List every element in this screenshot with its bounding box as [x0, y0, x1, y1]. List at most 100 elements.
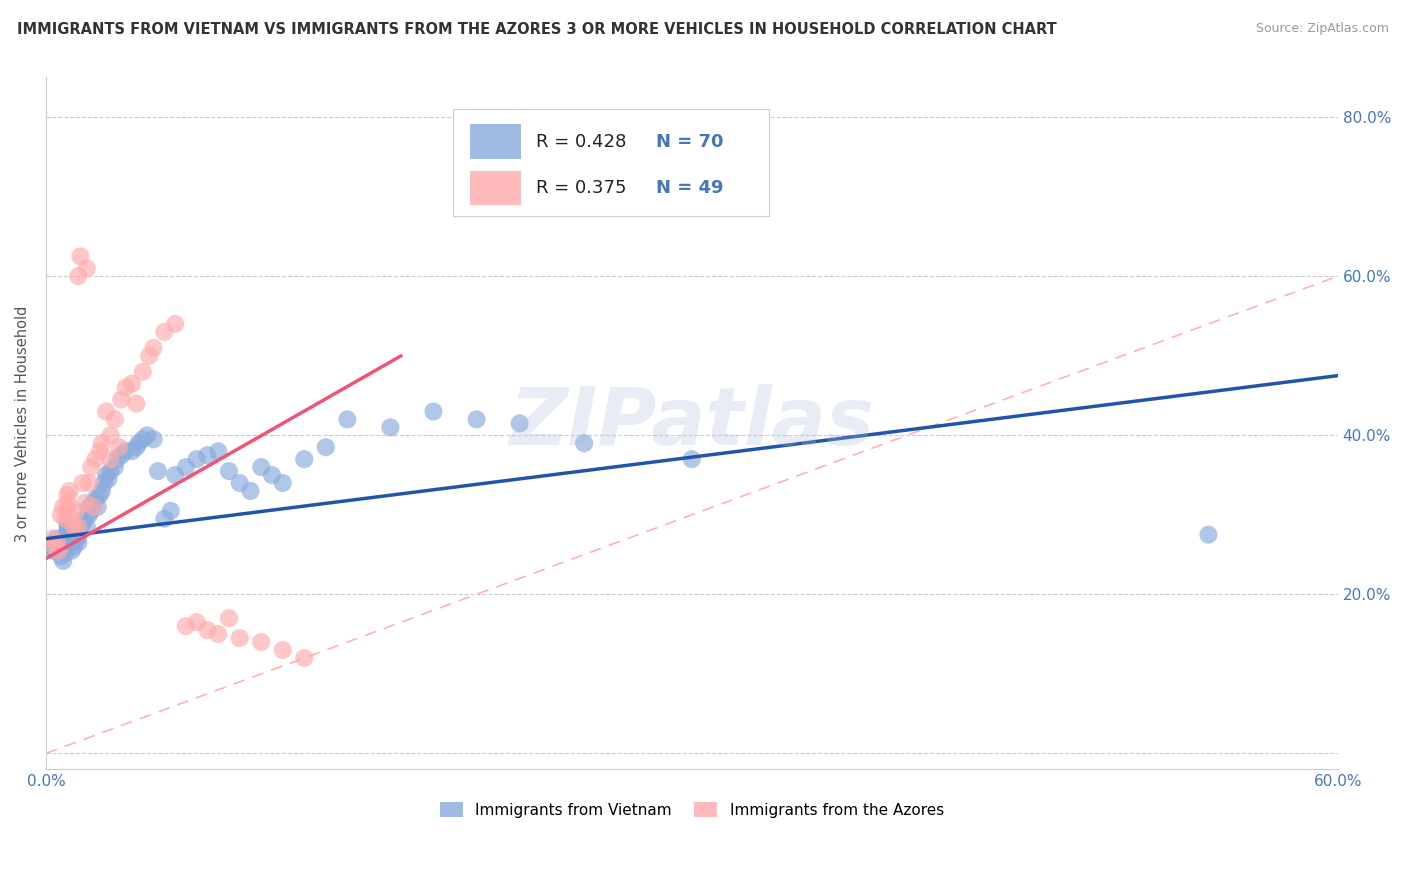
Point — [56, 524, 79, 538]
Point — [44, 535, 66, 549]
Point — [110, 392, 132, 407]
Text: N = 70: N = 70 — [655, 133, 723, 151]
Point — [53, 546, 76, 560]
Point — [84, 452, 107, 467]
Point — [67, 520, 90, 534]
Point — [128, 436, 150, 450]
Point — [146, 464, 169, 478]
Point — [132, 432, 155, 446]
Point — [422, 404, 444, 418]
Point — [125, 440, 148, 454]
Point — [142, 341, 165, 355]
Point — [41, 532, 63, 546]
Point — [93, 475, 115, 490]
Point — [165, 468, 187, 483]
Point — [100, 464, 122, 478]
Point — [228, 475, 250, 490]
Point — [69, 249, 91, 263]
Point — [72, 516, 94, 530]
Point — [45, 535, 67, 549]
Point — [114, 381, 136, 395]
Point — [76, 520, 98, 534]
Point — [207, 444, 229, 458]
Point — [271, 475, 294, 490]
Point — [121, 376, 143, 391]
FancyBboxPatch shape — [453, 109, 769, 216]
Point — [121, 444, 143, 458]
Point — [218, 464, 240, 478]
Point — [59, 527, 82, 541]
Point — [65, 504, 87, 518]
Point — [60, 543, 83, 558]
Point — [65, 532, 87, 546]
Point — [63, 520, 86, 534]
Point — [56, 520, 79, 534]
Point — [228, 631, 250, 645]
Point — [67, 269, 90, 284]
Point — [67, 530, 90, 544]
Point — [89, 444, 111, 458]
Point — [96, 468, 118, 483]
Point — [104, 412, 127, 426]
Point — [207, 627, 229, 641]
Point — [60, 512, 83, 526]
Point — [45, 532, 67, 546]
Point — [197, 623, 219, 637]
Point — [174, 460, 197, 475]
Point — [69, 520, 91, 534]
Point — [315, 440, 337, 454]
Point — [59, 483, 82, 498]
Text: ZIPatlas: ZIPatlas — [509, 384, 875, 462]
Text: Source: ZipAtlas.com: Source: ZipAtlas.com — [1256, 22, 1389, 36]
FancyBboxPatch shape — [470, 171, 522, 205]
Point — [89, 488, 111, 502]
Text: N = 49: N = 49 — [655, 179, 723, 197]
Point — [142, 432, 165, 446]
Point — [138, 349, 160, 363]
Point — [174, 619, 197, 633]
Point — [108, 440, 131, 454]
Text: R = 0.375: R = 0.375 — [536, 179, 626, 197]
Point — [160, 504, 183, 518]
Point — [572, 436, 595, 450]
Legend: Immigrants from Vietnam, Immigrants from the Azores: Immigrants from Vietnam, Immigrants from… — [433, 796, 950, 824]
Y-axis label: 3 or more Vehicles in Household: 3 or more Vehicles in Household — [15, 305, 30, 541]
Point — [52, 554, 75, 568]
Point — [52, 500, 75, 514]
Point — [197, 448, 219, 462]
Point — [60, 535, 83, 549]
Point — [80, 504, 103, 518]
Point — [165, 317, 187, 331]
Point — [84, 491, 107, 506]
Point — [132, 365, 155, 379]
Point — [56, 516, 79, 530]
Point — [114, 444, 136, 458]
Point — [48, 543, 70, 558]
Point — [136, 428, 159, 442]
Point — [73, 496, 96, 510]
Point — [77, 500, 100, 514]
Point — [91, 436, 114, 450]
FancyBboxPatch shape — [470, 125, 522, 159]
Point — [48, 541, 70, 556]
Point — [91, 483, 114, 498]
Text: R = 0.428: R = 0.428 — [536, 133, 626, 151]
Point — [72, 475, 94, 490]
Point — [44, 540, 66, 554]
Point — [153, 325, 176, 339]
Point — [97, 472, 120, 486]
Point — [96, 404, 118, 418]
Point — [104, 460, 127, 475]
Point — [77, 475, 100, 490]
Point — [271, 643, 294, 657]
Point — [56, 504, 79, 518]
Point — [153, 512, 176, 526]
Point — [49, 508, 72, 522]
Point — [56, 496, 79, 510]
Point — [250, 460, 273, 475]
Point — [125, 396, 148, 410]
Point — [110, 448, 132, 462]
Point — [292, 452, 315, 467]
Point — [105, 452, 128, 467]
Point — [336, 412, 359, 426]
